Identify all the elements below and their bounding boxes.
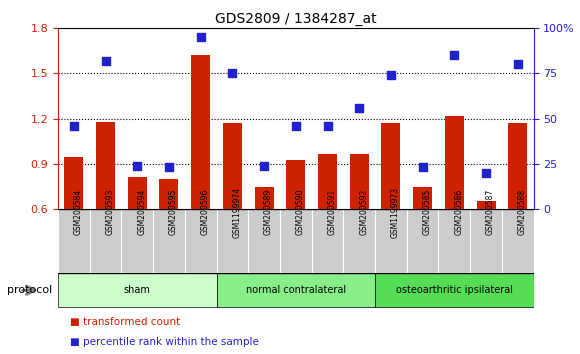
Point: [69, 123, 78, 129]
Text: protocol: protocol: [7, 285, 52, 295]
Point: [418, 165, 427, 170]
Bar: [96, 122, 115, 209]
Bar: [407, 209, 438, 273]
Bar: [216, 273, 375, 307]
Bar: [255, 187, 274, 209]
Text: GSM200584: GSM200584: [74, 189, 83, 235]
Bar: [477, 201, 495, 209]
Text: GSM200596: GSM200596: [201, 189, 210, 235]
Bar: [318, 154, 337, 209]
Bar: [470, 209, 502, 273]
Bar: [375, 209, 407, 273]
Text: GSM200590: GSM200590: [296, 189, 305, 235]
Text: GSM200589: GSM200589: [264, 189, 273, 235]
Text: sham: sham: [124, 285, 151, 295]
Point: [164, 165, 173, 170]
Bar: [350, 154, 369, 209]
Bar: [223, 123, 242, 209]
Bar: [438, 209, 470, 273]
Point: [196, 34, 205, 40]
Point: [291, 123, 300, 129]
Point: [323, 123, 332, 129]
Bar: [153, 209, 185, 273]
Text: GSM1199973: GSM1199973: [391, 187, 400, 238]
Bar: [413, 187, 432, 209]
Text: normal contralateral: normal contralateral: [246, 285, 346, 295]
Bar: [311, 209, 343, 273]
Text: GSM200588: GSM200588: [518, 189, 527, 235]
Text: GSM200594: GSM200594: [137, 189, 146, 235]
Bar: [58, 273, 216, 307]
Text: GSM1199974: GSM1199974: [233, 187, 241, 238]
Text: ■ transformed count: ■ transformed count: [70, 318, 180, 327]
Text: GSM200591: GSM200591: [328, 189, 336, 235]
Bar: [185, 209, 216, 273]
Text: GSM200595: GSM200595: [169, 189, 178, 235]
Point: [481, 170, 491, 176]
Text: GSM200585: GSM200585: [423, 189, 432, 235]
Point: [450, 52, 459, 58]
Bar: [128, 177, 147, 209]
Bar: [216, 209, 248, 273]
Point: [259, 163, 269, 169]
Bar: [248, 209, 280, 273]
Point: [228, 70, 237, 76]
Bar: [64, 157, 84, 209]
Text: ■ percentile rank within the sample: ■ percentile rank within the sample: [70, 337, 259, 347]
Text: GSM200592: GSM200592: [359, 189, 368, 235]
Bar: [58, 209, 90, 273]
Bar: [287, 160, 305, 209]
Point: [354, 105, 364, 110]
Bar: [191, 55, 210, 209]
Bar: [502, 209, 534, 273]
Text: GSM200587: GSM200587: [486, 189, 495, 235]
Text: GSM200593: GSM200593: [106, 189, 115, 235]
Bar: [121, 209, 153, 273]
Bar: [382, 123, 400, 209]
Point: [101, 58, 110, 64]
Title: GDS2809 / 1384287_at: GDS2809 / 1384287_at: [215, 12, 376, 26]
Bar: [160, 179, 179, 209]
Bar: [508, 123, 527, 209]
Bar: [280, 209, 311, 273]
Text: osteoarthritic ipsilateral: osteoarthritic ipsilateral: [396, 285, 513, 295]
Point: [386, 73, 396, 78]
Bar: [375, 273, 534, 307]
Point: [513, 62, 523, 67]
Bar: [445, 115, 464, 209]
Point: [133, 163, 142, 169]
Text: GSM200586: GSM200586: [454, 189, 463, 235]
Bar: [343, 209, 375, 273]
Bar: [90, 209, 121, 273]
